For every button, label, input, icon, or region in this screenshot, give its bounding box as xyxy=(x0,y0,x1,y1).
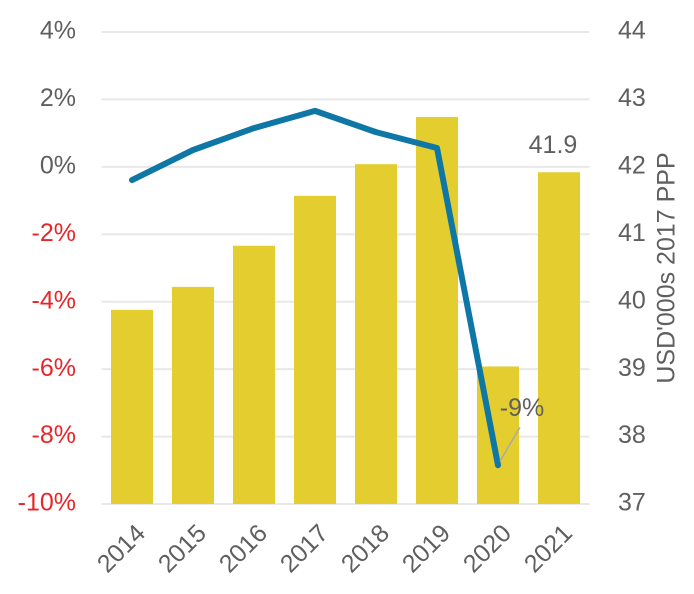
x-tick-label: 2020 xyxy=(458,519,517,578)
y2-tick-label: 41 xyxy=(618,219,646,247)
y-tick-label: 2% xyxy=(40,84,76,112)
y-tick-label: 0% xyxy=(40,151,76,179)
y2-tick-label: 42 xyxy=(618,151,646,179)
bar xyxy=(416,116,458,505)
data-label: -9% xyxy=(500,394,544,422)
x-tick-label: 2018 xyxy=(336,519,395,578)
x-tick-label: 2017 xyxy=(275,519,334,578)
y2-axis-label: USD'000s 2017 PPP xyxy=(653,152,681,383)
y2-tick-label: 37 xyxy=(618,489,646,517)
leader-line xyxy=(499,426,521,462)
y2-tick-label: 44 xyxy=(618,17,646,45)
line xyxy=(129,107,501,469)
y-tick-label: 4% xyxy=(40,17,76,45)
y2-tick-label: 40 xyxy=(618,286,646,314)
y-tick-label: -2% xyxy=(32,219,76,247)
y-tick-label: -10% xyxy=(18,489,76,517)
bar xyxy=(294,195,336,504)
x-tick-label: 2016 xyxy=(214,519,273,578)
x-tick-label: 2019 xyxy=(397,519,456,578)
y-tick-label: -6% xyxy=(32,354,76,382)
x-tick-label: 2021 xyxy=(519,519,578,578)
y-tick-label: -8% xyxy=(32,421,76,449)
y2-tick-label: 38 xyxy=(618,421,646,449)
x-tick-label: 2014 xyxy=(92,519,151,578)
bar xyxy=(233,245,275,504)
data-label: 41.9 xyxy=(529,131,578,159)
bar xyxy=(172,286,214,504)
y2-tick-label: 39 xyxy=(618,354,646,382)
y-tick-label: -4% xyxy=(32,286,76,314)
y2-tick-label: 43 xyxy=(618,84,646,112)
bar xyxy=(538,172,580,504)
x-tick-label: 2015 xyxy=(153,519,212,578)
bar xyxy=(355,164,397,504)
bar xyxy=(111,309,153,504)
